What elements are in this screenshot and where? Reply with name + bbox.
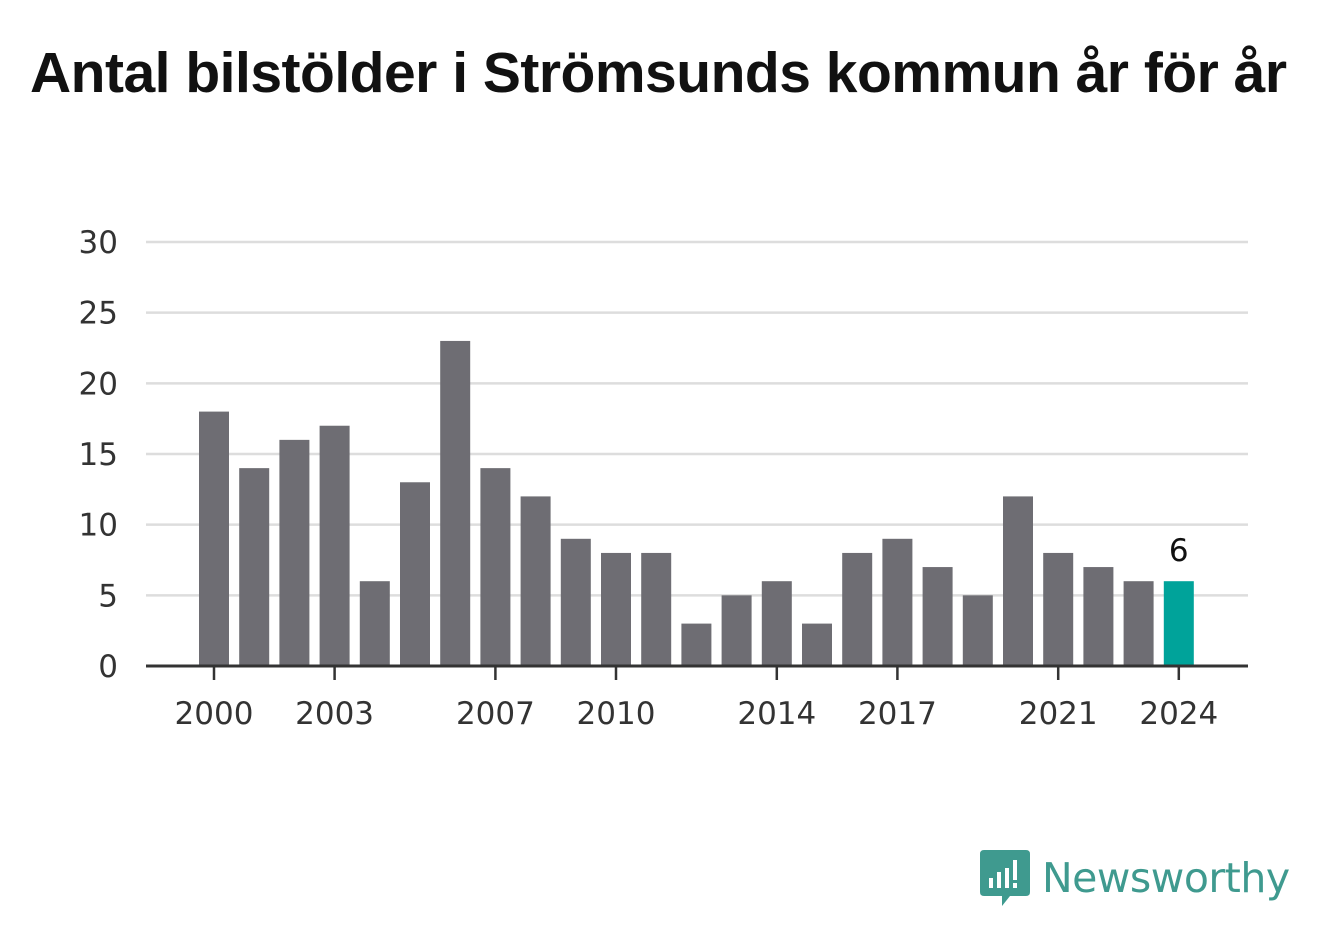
bars <box>199 340 1194 666</box>
bar-2010 <box>601 552 631 666</box>
x-tick-label: 2021 <box>1019 696 1098 732</box>
value-labels: 6 <box>1169 533 1189 569</box>
bar-2012 <box>681 623 712 666</box>
chart-title: Antal bilstölder i Strömsunds kommun år … <box>30 41 1287 105</box>
bar-chart: 0 5 10 15 20 25 30 2000 2003 2007 2010 2014 2017 202… <box>79 225 1248 732</box>
x-tick-label: 2007 <box>456 696 535 732</box>
y-tick-label: 25 <box>79 296 118 332</box>
bar-2001 <box>239 468 270 666</box>
x-tick-label: 2024 <box>1139 696 1218 732</box>
brand-name: Newsworthy <box>1042 854 1290 902</box>
y-axis-ticks: 0 5 10 15 20 25 30 <box>79 225 118 685</box>
x-tick-label: 2014 <box>737 696 816 732</box>
bar-2016 <box>842 552 873 666</box>
bar-2003 <box>319 425 350 666</box>
bar-2019 <box>962 595 993 666</box>
brand: Newsworthy <box>980 848 1290 908</box>
gridlines <box>146 240 1248 597</box>
bar-2009 <box>560 538 591 666</box>
bar-2024 <box>1163 581 1194 666</box>
bar-2020 <box>1003 496 1033 666</box>
value-label-2024: 6 <box>1169 533 1189 569</box>
y-tick-label: 15 <box>79 437 118 473</box>
bar-2000 <box>199 411 229 666</box>
y-tick-label: 30 <box>79 225 118 261</box>
newsworthy-logo-icon <box>980 850 1030 906</box>
x-tick-label: 2000 <box>175 696 254 732</box>
bar-2021 <box>1043 552 1074 666</box>
bar-2011 <box>641 552 672 666</box>
bar-2014 <box>761 581 792 666</box>
bar-2023 <box>1123 581 1154 666</box>
y-tick-label: 0 <box>98 649 118 685</box>
x-tick-label: 2010 <box>577 696 656 732</box>
bar-2013 <box>721 595 752 666</box>
bar-2008 <box>520 496 551 666</box>
bar-2007 <box>480 468 511 666</box>
bar-2015 <box>802 623 832 666</box>
bar-2002 <box>279 439 310 666</box>
x-tick-label: 2017 <box>858 696 937 732</box>
y-tick-label: 20 <box>79 366 118 402</box>
bar-2006 <box>440 340 471 666</box>
bar-2017 <box>882 538 913 666</box>
y-tick-label: 5 <box>98 578 118 614</box>
x-tick-label: 2003 <box>295 696 374 732</box>
bar-2022 <box>1083 567 1114 666</box>
bar-2018 <box>922 567 953 666</box>
x-axis: 2000 2003 2007 2010 2014 2017 2021 2024 <box>146 664 1248 732</box>
y-tick-label: 10 <box>79 508 118 544</box>
bar-2004 <box>359 581 390 666</box>
bar-2005 <box>400 482 430 666</box>
